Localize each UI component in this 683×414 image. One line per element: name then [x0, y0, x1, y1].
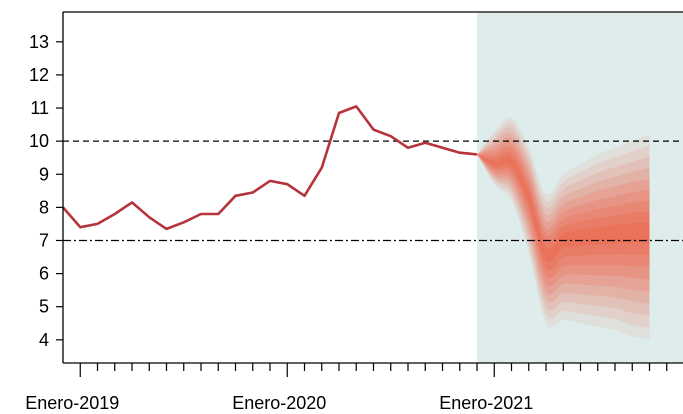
fan-chart-bands [477, 117, 650, 340]
y-tick-label: 8 [39, 197, 49, 217]
fan-band [477, 127, 650, 316]
fan-band [477, 137, 650, 295]
tick-labels: 4 5 6 7 8 9 10 11 12 13 Enero-2019 Enero-2020 Enero-… [25, 32, 533, 413]
x-tick-label: Enero-2019 [25, 393, 119, 413]
series-lines [62, 105, 478, 231]
y-tick-label: 5 [39, 297, 49, 317]
fan-band [477, 132, 650, 304]
y-tick-label: 11 [30, 98, 49, 118]
x-tick-label: Enero-2021 [439, 393, 533, 413]
y-tick-label: 10 [29, 131, 49, 151]
forecast-shaded-region [477, 12, 683, 363]
fan-band [477, 151, 650, 271]
fan-band [477, 154, 650, 263]
y-tick-label: 12 [29, 65, 49, 85]
x-tick-label: Enero-2020 [232, 393, 326, 413]
reference-lines [63, 140, 683, 242]
y-tick-label: 4 [39, 330, 49, 350]
fan-band [477, 146, 650, 279]
series-line [62, 105, 478, 231]
y-tick-label: 7 [39, 230, 49, 250]
y-tick-label: 13 [29, 32, 49, 52]
y-tick-label: 6 [39, 264, 49, 284]
forecast-background [477, 12, 683, 363]
fan-band [477, 117, 650, 340]
fan-band [477, 141, 650, 287]
axes [56, 11, 683, 377]
fan-band [477, 122, 650, 328]
y-tick-label: 9 [39, 164, 49, 184]
